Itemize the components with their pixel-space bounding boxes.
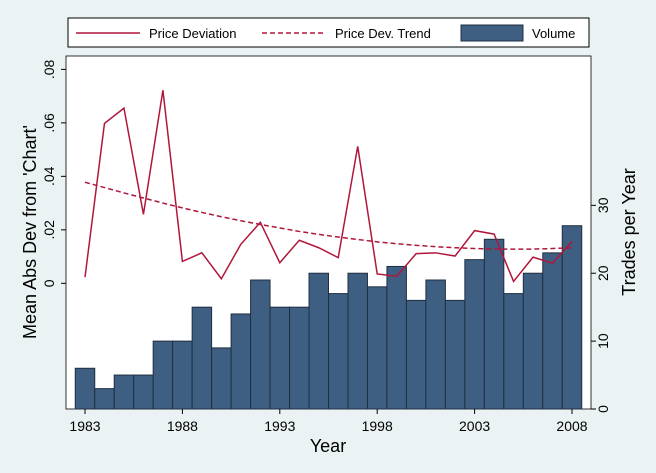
volume-bar [269, 306, 291, 410]
volume-bar [113, 374, 135, 410]
volume-bar [289, 306, 310, 410]
right-axis-tick-label: 0 [595, 405, 611, 413]
volume-bar [366, 286, 388, 410]
volume-bar [152, 340, 174, 410]
volume-bar [328, 293, 349, 410]
price-deviation-line [84, 90, 573, 283]
volume-bar [483, 238, 505, 410]
right-axis-tick-label: 30 [595, 197, 611, 213]
volume-bars [74, 225, 583, 410]
left-axis-title: Mean Abs Dev from 'Chart' [20, 125, 40, 339]
left-axis-tick-label: .04 [41, 166, 57, 186]
volume-bar [561, 225, 583, 410]
volume-bar [425, 279, 446, 410]
volume-bar [347, 272, 368, 410]
volume-bar [542, 252, 563, 410]
volume-bar [522, 272, 544, 410]
volume-bar [386, 265, 407, 410]
volume-bar [172, 340, 193, 410]
x-axis: 1983 1988 1993 1998 2003 2008 [69, 409, 588, 434]
right-axis: 0 10 20 30 [591, 197, 611, 413]
legend: Price Deviation Price Dev. Trend Volume [67, 17, 590, 48]
price-dev-trend-line [84, 181, 573, 250]
volume-bar [444, 299, 466, 410]
left-axis-tick-label: 0 [41, 279, 57, 287]
left-axis-tick-label: .02 [41, 220, 57, 240]
volume-bar [405, 299, 427, 410]
right-axis-title: Trades per Year [619, 168, 639, 295]
volume-bar [133, 374, 154, 410]
volume-bar [94, 388, 115, 410]
legend-label-volume: Volume [532, 26, 575, 41]
x-axis-tick-label: 2008 [556, 418, 587, 434]
x-axis-tick-label: 2003 [459, 418, 490, 434]
volume-bar [191, 306, 213, 410]
right-axis-tick-label: 10 [595, 333, 611, 349]
legend-swatch-volume [460, 24, 524, 42]
volume-bar [464, 259, 485, 410]
legend-label-price-dev-trend: Price Dev. Trend [335, 26, 431, 41]
x-axis-tick-label: 1988 [167, 418, 198, 434]
volume-bar [503, 293, 524, 410]
volume-bar [230, 313, 252, 410]
left-axis-tick-label: .08 [41, 59, 57, 79]
x-axis-tick-label: 1983 [69, 418, 100, 434]
left-axis-tick-label: .06 [41, 113, 57, 133]
x-axis-title: Year [310, 436, 346, 456]
x-axis-tick-label: 1993 [264, 418, 295, 434]
legend-label-price-deviation: Price Deviation [149, 26, 236, 41]
left-axis: 0 .02 .04 .06 .08 [41, 59, 66, 287]
price-lines [84, 90, 573, 283]
volume-bar [308, 272, 329, 410]
volume-bar [74, 367, 96, 410]
volume-bar [211, 347, 232, 410]
volume-bar [250, 279, 271, 410]
x-axis-tick-label: 1998 [362, 418, 393, 434]
right-axis-tick-label: 20 [595, 265, 611, 281]
